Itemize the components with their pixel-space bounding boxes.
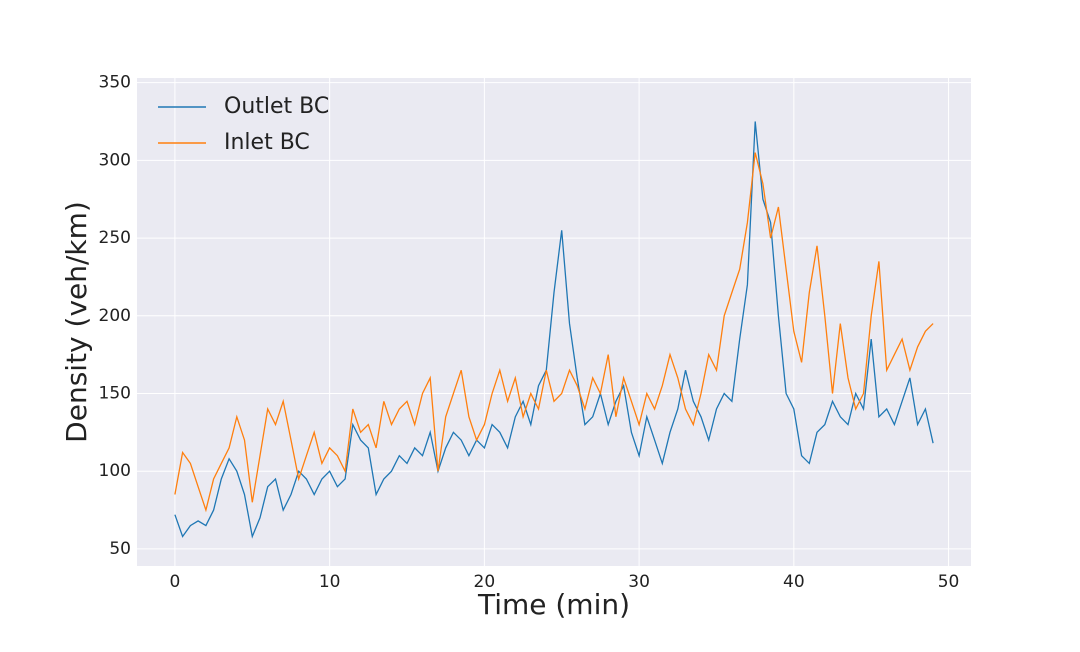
plot-area [137, 78, 971, 566]
data-line [174, 121, 934, 539]
y-axis-label: Density (veh/km) [60, 201, 93, 443]
x-tick-label: 40 [783, 572, 805, 592]
y-tick-label: 350 [99, 73, 131, 93]
x-tick-label: 0 [169, 572, 180, 592]
y-tick-label: 200 [99, 306, 131, 326]
x-tick-label: 20 [474, 572, 496, 592]
y-tick-label: 300 [99, 150, 131, 170]
x-tick-label: 50 [938, 572, 960, 592]
y-tick-label: 150 [99, 383, 131, 403]
data-line [174, 152, 934, 513]
legend-label: Inlet BC [224, 130, 310, 155]
x-tick-label: 10 [319, 572, 341, 592]
legend-label: Outlet BC [224, 94, 329, 119]
y-tick-label: 100 [99, 461, 131, 481]
x-tick-label: 30 [628, 572, 650, 592]
x-axis-label: Time (min) [477, 588, 630, 621]
y-tick-label: 250 [99, 228, 131, 248]
y-tick-label: 50 [109, 539, 131, 559]
